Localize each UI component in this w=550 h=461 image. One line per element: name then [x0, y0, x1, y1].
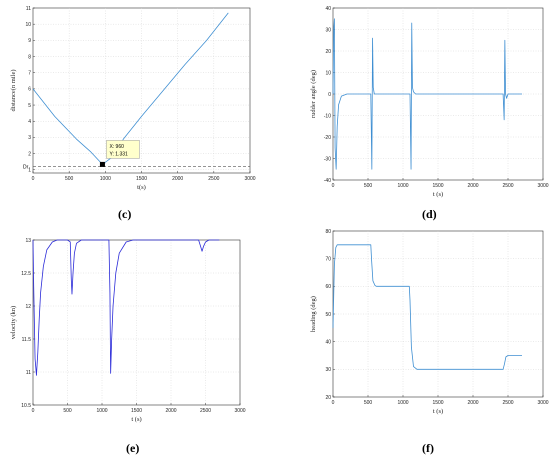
x-tick-label: 1500	[432, 400, 443, 406]
y-tick-label: 20	[325, 49, 331, 55]
y-tick-label: -40	[324, 178, 331, 184]
x-tick-label: 2500	[200, 408, 211, 414]
x-tick-label: 2000	[165, 408, 176, 414]
x-tick-label: 500	[364, 400, 373, 406]
x-tick-label: 1500	[136, 176, 147, 182]
x-tick-label: 2000	[172, 176, 183, 182]
y-tick-label: 40	[325, 339, 331, 345]
x-axis-label: t (s)	[433, 191, 443, 198]
x-tick-label: 1000	[397, 183, 408, 189]
y-tick-label: 6	[28, 87, 31, 93]
y-tick-label: 70	[325, 256, 331, 262]
y-tick-label: 40	[325, 6, 331, 12]
x-tick-label: 1000	[100, 176, 111, 182]
y-tick-label: 11	[26, 6, 31, 12]
y-tick-label: -20	[324, 135, 331, 141]
series-line	[332, 244, 522, 370]
y-tick-label: 4	[28, 119, 31, 125]
x-tick-label: 500	[65, 176, 74, 182]
datatip-marker[interactable]	[99, 161, 105, 167]
x-tick-label: 0	[32, 408, 35, 414]
x-tick-label: 2000	[467, 183, 478, 189]
panel-label-c: (c)	[118, 207, 131, 221]
y-tick-label: 50	[325, 312, 331, 318]
x-tick-label: 1500	[131, 408, 142, 414]
y-tick-label: 8	[28, 54, 31, 60]
x-tick-label: 2500	[502, 183, 513, 189]
y-tick-label: -10	[324, 113, 331, 119]
datatip-x: X: 960	[109, 144, 124, 150]
chart-panel-3: 0 500 1000 1500 2000 2500 3000 20 30 40 50 60 70 80 t …	[310, 229, 549, 415]
y-tick-label: 10	[25, 22, 31, 28]
y-tick-label: 5	[28, 103, 31, 109]
chart-panel-2: 0 500 1000 1500 2000 2500 3000 10.5 11 11.5 12 12.5…	[10, 238, 246, 423]
x-tick-label: 3000	[234, 408, 245, 414]
y-tick-label: 12.5	[21, 271, 31, 277]
panel-label-f: (f)	[422, 441, 434, 455]
y-axis-label: rudder angle (deg)	[310, 70, 317, 118]
y-tick-label: 2	[28, 151, 31, 157]
x-tick-label: 2000	[467, 400, 478, 406]
x-axis-label: t (s)	[131, 416, 141, 423]
x-tick-label: 2500	[502, 400, 513, 406]
y-tick-label: 7	[28, 71, 31, 77]
y-tick-label: 0	[328, 92, 331, 98]
y-tick-label: 1	[28, 168, 31, 174]
y-axis-label: velocity (kn)	[10, 306, 17, 339]
x-tick-label: 3000	[537, 183, 548, 189]
y-tick-label: 30	[325, 27, 331, 33]
x-axis-label: t (s)	[433, 408, 443, 415]
y-tick-label: 3	[28, 135, 31, 141]
datatip-background	[106, 140, 140, 159]
x-tick-label: 3000	[537, 400, 548, 406]
charts-root: 0 500 1000 1500 2000 2500 30001234567891011t(s…	[10, 6, 549, 423]
x-tick-label: 1000	[96, 408, 107, 414]
x-tick-label: 0	[332, 400, 335, 406]
chart-panel-0: 0 500 1000 1500 2000 2500 3000 1 2 3 4 5 6 7 8 9 10 11 t(s…	[10, 6, 256, 191]
series-line	[332, 18, 522, 170]
y-tick-label: 12	[25, 304, 31, 310]
x-tick-label: 1000	[397, 400, 408, 406]
panel-label-e: (e)	[126, 441, 139, 455]
y-tick-label: 13	[25, 238, 31, 244]
y-tick-label: -30	[324, 156, 331, 162]
y-tick-label: 11.5	[22, 337, 32, 343]
x-tick-label: 3000	[244, 176, 255, 182]
panel-label-d: (d)	[422, 207, 437, 221]
y-tick-label: 10.5	[21, 403, 31, 409]
x-tick-label: 500	[63, 408, 72, 414]
y-tick-label: 30	[325, 367, 331, 373]
y-tick-label: 80	[325, 229, 331, 235]
reference-label: Dr	[23, 165, 29, 171]
chart-panel-1: 0 500 1000 1500 2000 2500 3000 -40 -30 -20 -10 0 10 2…	[310, 6, 549, 198]
x-tick-label: 2500	[208, 176, 219, 182]
y-tick-label: 10	[325, 70, 331, 76]
y-axis-label: heading (deg)	[310, 296, 317, 332]
series-line	[32, 239, 220, 376]
x-tick-label: 500	[364, 183, 373, 189]
x-tick-label: 0	[332, 183, 335, 189]
y-tick-label: 20	[325, 395, 331, 401]
y-tick-label: 11	[26, 370, 31, 376]
x-tick-label: 0	[32, 176, 35, 182]
y-tick-label: 60	[325, 284, 331, 290]
datatip-y: Y: 1.331	[109, 151, 128, 157]
x-axis-label: t(s)	[137, 184, 146, 191]
x-tick-label: 1500	[432, 183, 443, 189]
y-tick-label: 9	[28, 38, 31, 44]
y-axis-label: distance(n mile)	[10, 69, 17, 111]
